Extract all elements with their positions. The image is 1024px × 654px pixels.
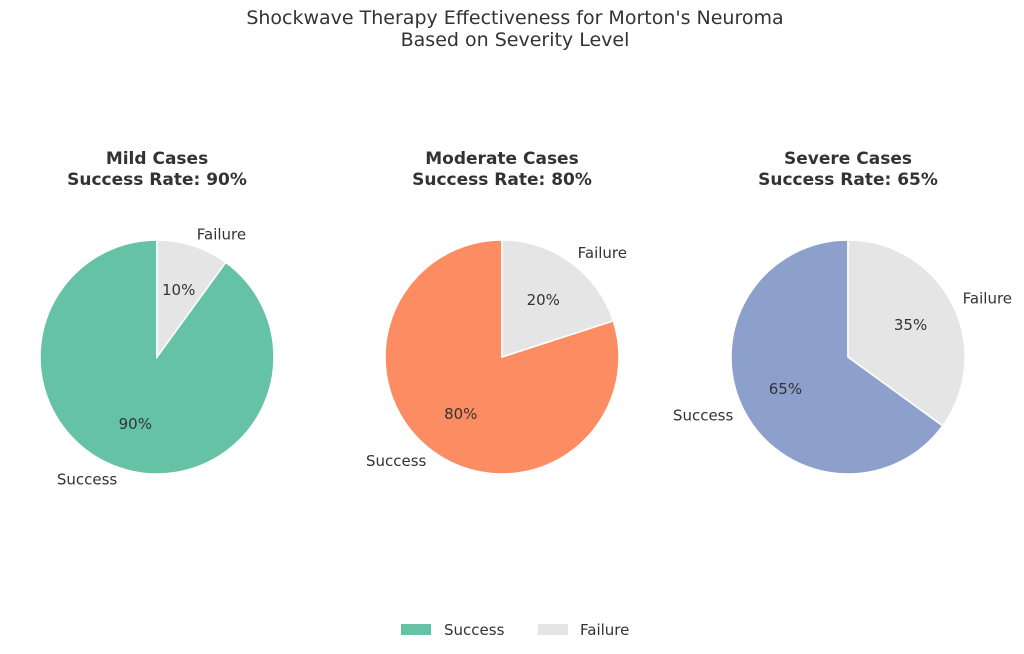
- pie-slice-label: Failure: [197, 226, 246, 244]
- pie-slice-success: [730, 239, 944, 475]
- pie-slice-label: Failure: [963, 290, 1012, 308]
- pie-slice-failure: [501, 239, 615, 359]
- figure-title-line1: Shockwave Therapy Effectiveness for Mort…: [246, 7, 783, 29]
- pie-value-label: 65%: [769, 380, 802, 398]
- pie-slice-label: Failure: [578, 244, 627, 262]
- pie-value-label: 35%: [894, 316, 927, 334]
- legend-swatch-failure: [538, 624, 568, 635]
- pie-value-label: 80%: [444, 405, 477, 423]
- pie-value-label: 10%: [162, 281, 195, 299]
- pie-title: Severe Cases: [784, 149, 912, 169]
- pie-slice-success: [384, 239, 620, 475]
- legend-swatch-success: [401, 624, 431, 635]
- pie-subtitle: Success Rate: 65%: [758, 170, 938, 190]
- figure-title-line2: Based on Severity Level: [401, 29, 630, 51]
- pie-slice-failure: [156, 239, 227, 360]
- legend-label-failure: Failure: [580, 621, 629, 639]
- legend: Success Failure: [401, 621, 629, 639]
- pie-subtitle: Success Rate: 80%: [412, 170, 592, 190]
- pie-subtitle: Success Rate: 90%: [67, 170, 247, 190]
- pie-value-label: 20%: [527, 291, 560, 309]
- pie-title: Moderate Cases: [425, 149, 578, 169]
- pie-slice-label: Success: [366, 452, 427, 470]
- pie-slice-label: Success: [673, 406, 734, 424]
- pie-slice-label: Success: [57, 470, 118, 488]
- pie-title: Mild Cases: [106, 149, 208, 169]
- legend-label-success: Success: [444, 621, 505, 639]
- pie-slice-failure: [847, 239, 966, 427]
- pie-value-label: 90%: [119, 415, 152, 433]
